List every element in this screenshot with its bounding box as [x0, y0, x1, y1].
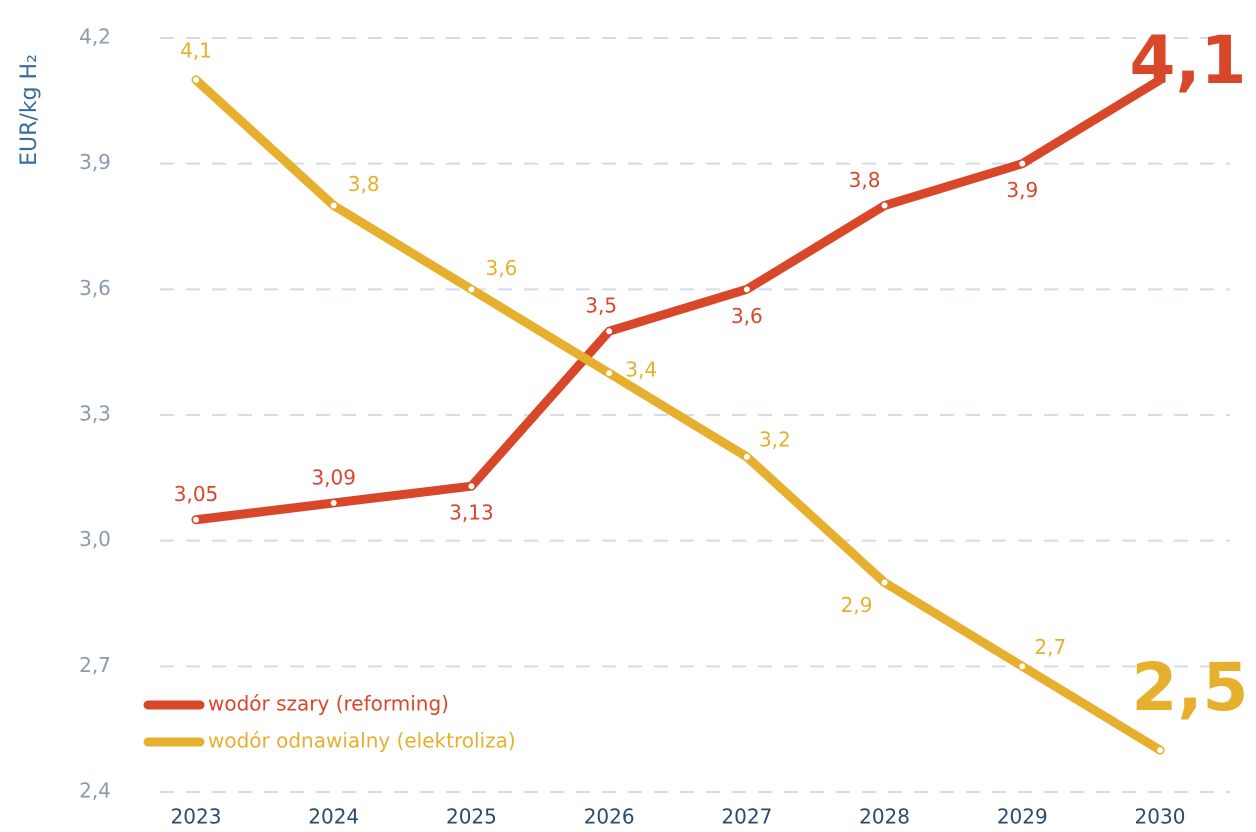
x-tick-label: 2028: [859, 805, 910, 829]
value-label-big: 4,1: [1130, 22, 1247, 99]
value-label: 3,13: [449, 501, 494, 525]
point-marker: [742, 285, 751, 294]
y-tick-label: 3,6: [79, 276, 111, 300]
value-label: 3,8: [849, 168, 881, 192]
point-marker: [1156, 746, 1164, 755]
value-label: 3,2: [759, 427, 791, 451]
value-label: 3,8: [348, 172, 380, 196]
value-label-big: 2,5: [1132, 649, 1249, 726]
value-label: 3,6: [731, 304, 763, 328]
value-label: 3,4: [625, 358, 657, 382]
legend-label: wodór odnawialny (elektroliza): [208, 729, 516, 753]
x-tick-label: 2027: [721, 805, 772, 829]
y-tick-label: 3,9: [79, 150, 111, 174]
y-tick-label: 2,4: [79, 779, 111, 803]
x-tick-label: 2030: [1135, 805, 1186, 829]
point-marker: [467, 482, 476, 491]
point-marker: [467, 285, 476, 294]
x-tick-label: 2024: [308, 805, 359, 829]
x-tick-label: 2023: [171, 805, 222, 829]
point-marker: [605, 327, 614, 336]
point-marker: [1018, 662, 1027, 671]
point-marker: [329, 498, 338, 507]
legend-label: wodór szary (reforming): [208, 692, 449, 716]
point-marker: [605, 369, 614, 378]
value-label: 3,5: [585, 294, 617, 318]
series-line: [191, 75, 1165, 755]
y-tick-label: 4,2: [79, 25, 111, 49]
point-marker: [329, 201, 338, 210]
point-marker: [1018, 159, 1027, 168]
value-label: 3,09: [311, 465, 356, 489]
point-marker: [1156, 75, 1164, 84]
value-label: 2,9: [841, 593, 873, 617]
x-tick-label: 2026: [584, 805, 635, 829]
y-axis-label: EUR/kg H₂: [17, 54, 42, 166]
value-label: 3,9: [1006, 178, 1038, 202]
point-marker: [880, 201, 889, 210]
value-label: 4,1: [180, 38, 212, 62]
x-tick-label: 2025: [446, 805, 497, 829]
point-marker: [192, 75, 200, 84]
point-marker: [192, 515, 200, 524]
value-label: 3,6: [486, 256, 518, 280]
point-marker: [742, 452, 751, 461]
y-tick-label: 2,7: [79, 653, 111, 677]
value-label: 2,7: [1034, 635, 1066, 659]
y-tick-label: 3,0: [79, 527, 111, 551]
point-marker: [880, 578, 889, 587]
series-line: [191, 75, 1165, 525]
value-label: 3,05: [174, 482, 219, 506]
x-tick-label: 2029: [997, 805, 1048, 829]
y-tick-label: 3,3: [79, 402, 111, 426]
